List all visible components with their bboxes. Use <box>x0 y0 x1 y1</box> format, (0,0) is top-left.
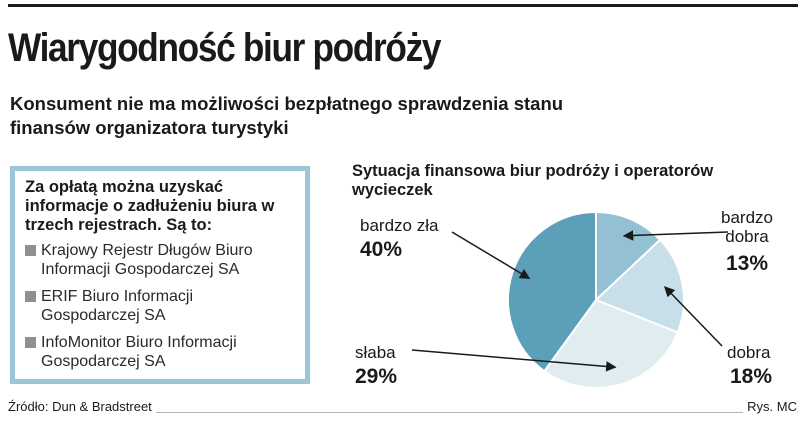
pie-slice-slaba <box>542 298 680 389</box>
pie-slice-dobra <box>594 238 685 334</box>
page-title: Wiarygodność biur podróży <box>8 26 441 70</box>
register-item: InfoMonitor Biuro Informacji Gospodarcze… <box>25 333 295 371</box>
register-item-label: ERIF Biuro Informacji Gospodarczej SA <box>41 288 194 324</box>
slice-value-slaba: 29% <box>355 365 398 388</box>
slice-value-dobra: 18% <box>730 365 773 388</box>
slice-label-dobra: dobra <box>727 343 771 362</box>
source-note: Źródło: Dun & Bradstreet <box>8 399 156 414</box>
leader-arrow-bardzo-zla <box>451 231 531 280</box>
info-box-heading: Za opłatą można uzyskać informacje o zad… <box>25 178 275 234</box>
register-item-label: Krajowy Rejestr Długów Biuro Informacji … <box>41 242 253 278</box>
register-item: Krajowy Rejestr Długów Biuro Informacji … <box>25 241 295 279</box>
leader-arrow-dobra <box>664 286 723 347</box>
leader-arrow-bardzo-dobra <box>622 230 729 241</box>
graphic-credit: Rys. MC <box>743 399 797 414</box>
pie-slice-bardzo-zla <box>507 210 597 373</box>
leader-arrow-slaba <box>411 349 617 372</box>
slice-label-slaba: słaba <box>355 343 396 362</box>
registers-info-box: Za opłatą można uzyskać informacje o zad… <box>10 166 310 384</box>
square-bullet-icon <box>25 291 36 302</box>
square-bullet-icon <box>25 245 36 256</box>
pie-slice-bardzo-dobra <box>595 210 662 303</box>
register-item-label: InfoMonitor Biuro Informacji Gospodarcze… <box>41 334 237 370</box>
top-rule <box>8 4 798 7</box>
subtitle: Konsument nie ma możliwości bezpłatnego … <box>10 93 564 138</box>
slice-label-bardzo-zla: bardzo zła <box>360 216 439 235</box>
chart-title: Sytuacja finansowa biur podróży i operat… <box>352 162 714 199</box>
slice-value-bardzo-dobra: 13% <box>726 252 769 275</box>
square-bullet-icon <box>25 337 36 348</box>
slice-label-bardzo-dobra: bardzo dobra <box>721 208 773 246</box>
bottom-rule <box>8 412 798 413</box>
slice-value-bardzo-zla: 40% <box>360 238 403 261</box>
register-item: ERIF Biuro Informacji Gospodarczej SA <box>25 287 295 325</box>
